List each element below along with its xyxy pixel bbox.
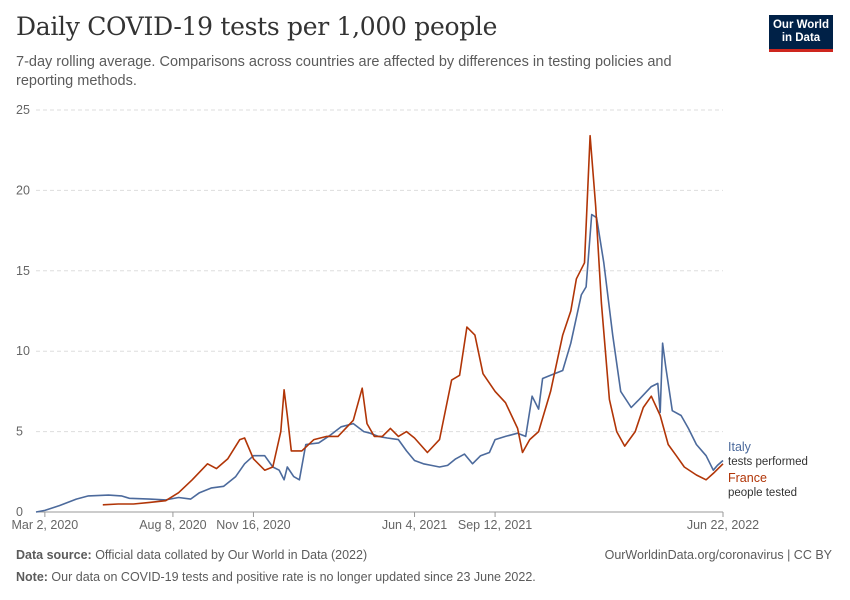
- x-tick-label: Nov 16, 2020: [216, 518, 290, 532]
- series-lines: [35, 134, 724, 513]
- y-tick-label: 5: [16, 425, 23, 439]
- legend-label-italy: Italy: [728, 440, 752, 454]
- source-text: Official data collated by Our World in D…: [91, 548, 368, 562]
- x-axis: Mar 2, 2020 Aug 8, 2020 Nov 16, 2020 Jun 4,…: [11, 511, 759, 532]
- note-text: Our data on COVID-19 tests and positive …: [47, 570, 536, 584]
- gridlines: [36, 109, 723, 433]
- y-tick-label: 25: [16, 103, 30, 117]
- legend-sublabel-italy: tests performed: [728, 456, 808, 468]
- y-axis-ticks: 0 5 10 15 20 25: [16, 103, 30, 519]
- x-tick-label: Sep 12, 2021: [458, 518, 532, 532]
- series-line-france: [102, 134, 724, 506]
- x-tick-label: Mar 2, 2020: [11, 518, 78, 532]
- y-tick-label: 10: [16, 344, 30, 358]
- owid-logo[interactable]: Our World in Data: [769, 15, 833, 52]
- source-label: Data source:: [16, 548, 92, 562]
- y-tick-label: 0: [16, 505, 23, 519]
- legend: Italy tests performed France people tested: [728, 440, 808, 499]
- chart-subtitle: 7-day rolling average. Comparisons acros…: [16, 54, 672, 89]
- legend-sublabel-france: people tested: [728, 487, 797, 499]
- x-tick-label: Jun 22, 2022: [687, 518, 759, 532]
- note-label: Note:: [16, 570, 48, 584]
- x-tick-label: Jun 4, 2021: [382, 518, 447, 532]
- logo-line-2: in Data: [781, 32, 821, 44]
- y-tick-label: 20: [16, 183, 30, 197]
- data-note: Note: Our data on COVID-19 tests and pos…: [16, 570, 536, 584]
- data-source: Data source: Official data collated by O…: [16, 548, 367, 562]
- series-line-italy: [35, 213, 724, 513]
- chart-title: Daily COVID-19 tests per 1,000 people: [16, 12, 498, 41]
- credit-link[interactable]: OurWorldinData.org/coronavirus | CC BY: [604, 548, 832, 562]
- legend-label-france: France: [728, 471, 767, 485]
- y-tick-label: 15: [16, 264, 30, 278]
- logo-line-1: Our World: [772, 19, 829, 31]
- x-tick-label: Aug 8, 2020: [139, 518, 206, 532]
